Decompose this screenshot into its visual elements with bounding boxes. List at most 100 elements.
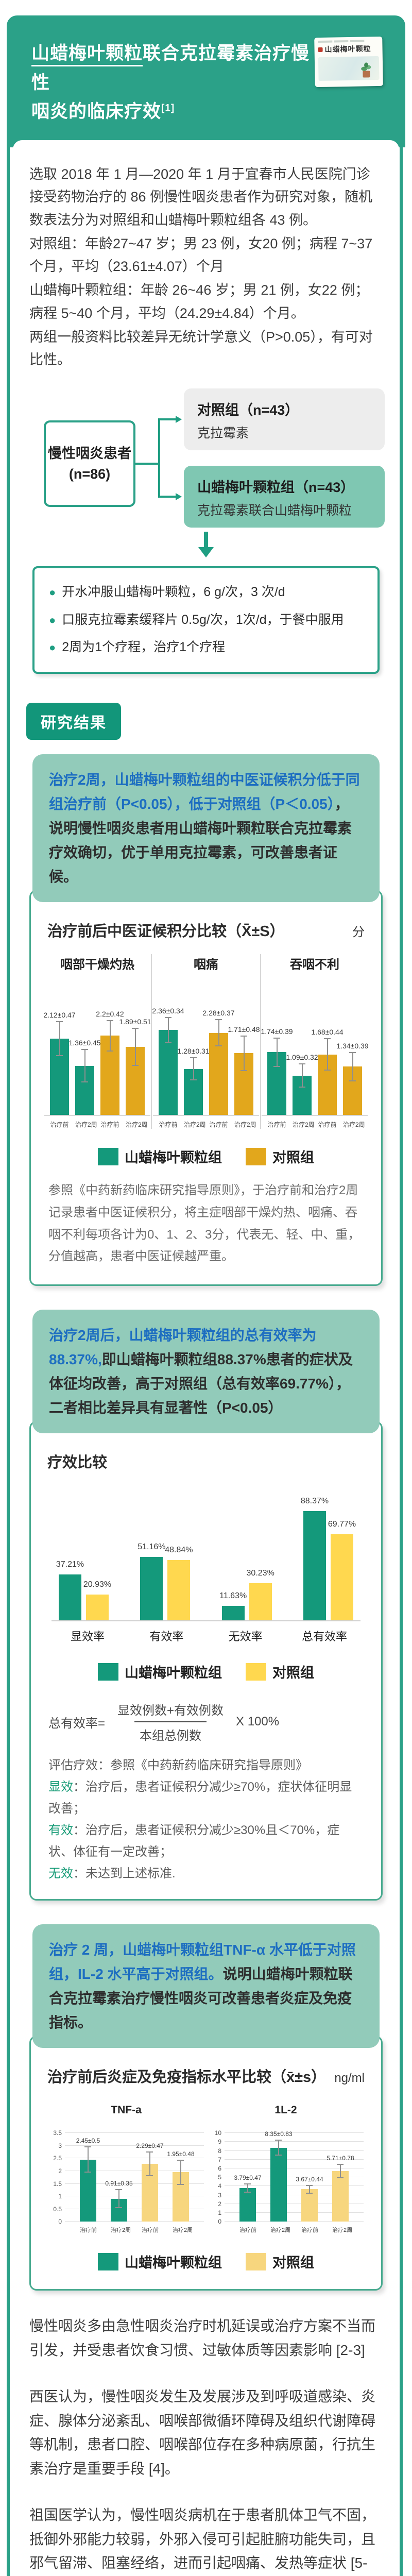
header-banner: 山蜡梅叶颗粒联合克拉霉素治疗慢性 咽炎的临床疗效[1] 山蜡梅叶颗粒 (7, 15, 405, 148)
bar-value-label: 1.36±0.45 (68, 1039, 101, 1047)
bar: 48.84% (165, 1546, 193, 1621)
bar-value-label: 0.91±0.35 (105, 2180, 133, 2188)
bar-value-label: 1.34±0.39 (336, 1042, 369, 1050)
panel-title: 1L-2 (274, 2104, 297, 2116)
bar: 1.09±0.32 (286, 1005, 318, 1115)
chart-category: 37.21% 20.93% (56, 1560, 111, 1621)
result2-statement: 治疗2周后，山蜡梅叶颗粒组的总有效率为88.37%,即山蜡梅叶颗粒组88.37%… (32, 1309, 380, 1434)
bar-value-label: 1.95±0.48 (167, 2150, 195, 2158)
page-title: 山蜡梅叶颗粒联合克拉霉素治疗慢性 咽炎的临床疗效[1] (31, 43, 310, 122)
package-top-decor (318, 40, 379, 43)
down-arrow-icon (29, 532, 383, 561)
content-body: 选取 2018 年 1 月—2020 年 1 月于宜春市人民医院门诊接受药物治疗… (13, 140, 399, 2576)
left-accent-rail (7, 123, 10, 2576)
chart3-unit: ng/ml (334, 2071, 365, 2086)
chart-group: 吞咽不利 1.74±0.39 1.09±0.32 1.68±0.44 1.34±0.39… (260, 954, 369, 1129)
bar: 2.29±0.47 (136, 2130, 164, 2222)
study-intro: 选取 2018 年 1 月—2020 年 1 月于宜春市人民医院门诊接受药物治疗… (29, 163, 383, 371)
legend-swatch-icon (246, 2252, 266, 2270)
title-highlight: 山蜡梅叶颗粒 (31, 43, 143, 66)
legend-swatch-icon (98, 1663, 118, 1681)
right-accent-rail (400, 123, 403, 2576)
bar: 1.74±0.39 (261, 1005, 293, 1115)
protocol-item: ● 开水冲服山蜡梅叶颗粒，6 g/次，3 次/d (49, 585, 285, 600)
chart1-note: 参照《中药新药临床研究指导原则》，于治疗前和治疗2周记录患者中医证候积分，将主症… (48, 1183, 360, 1264)
bar: 2.12±0.47 (43, 1005, 76, 1115)
product-package-image: 山蜡梅叶颗粒 (314, 36, 383, 88)
legend-swatch-icon (98, 1147, 118, 1165)
bar: 3.67±0.44 (296, 2130, 323, 2222)
chart1-legend: 山蜡梅叶颗粒组 对照组 (43, 1146, 369, 1166)
group-title: 咽部干燥灼热 (60, 958, 134, 972)
grouping-flow-diagram: 慢性咽炎患者 (n=86) 对照组（n=43） 克拉霉素 山蜡梅叶颗粒组（n=4… (29, 388, 385, 528)
legend-swatch-icon (98, 2252, 118, 2270)
bar: 2.36±0.34 (152, 1005, 184, 1115)
protocol-item: ● 口服克拉霉素缓释片 0.5g/次，1次/d，于餐中服用 (49, 612, 344, 627)
legend-item: 对照组 (246, 1146, 314, 1166)
bar-value-label: 8.35±0.83 (265, 2130, 293, 2138)
legend-item: 对照组 (246, 1662, 314, 1682)
legend-item: 山蜡梅叶颗粒组 (98, 2251, 222, 2272)
bar-value-label: 1.74±0.39 (261, 1027, 293, 1036)
plant-pot-icon (361, 62, 371, 78)
bar: 1.68±0.44 (311, 1005, 344, 1115)
chart3-legend: 山蜡梅叶颗粒组 对照组 (43, 2251, 369, 2272)
title-ref: [1] (161, 103, 175, 114)
chart-category: 51.16% 48.84% (138, 1543, 193, 1621)
bar: 5.71±0.78 (327, 2130, 354, 2222)
package-name: 山蜡梅叶颗粒 (324, 44, 371, 54)
bar-value-label: 37.21% (56, 1560, 84, 1569)
bar: 0.91±0.35 (105, 2130, 133, 2222)
bar-value-label: 1.71±0.48 (228, 1025, 260, 1033)
treatment-protocol-box: ● 开水冲服山蜡梅叶颗粒，6 g/次，3 次/d ● 口服克拉霉素缓释片 0.5g/… (32, 566, 380, 674)
bar: 1.28±0.31 (177, 1005, 210, 1115)
bar: 1.95±0.48 (167, 2130, 195, 2222)
chart1-unit: 分 (352, 925, 365, 940)
chart3-title: 治疗前后炎症及免疫指标水平比较（x̄±s） (47, 2069, 327, 2086)
chart1-title: 治疗前后中医证候积分比较（X̄±S） (47, 923, 285, 940)
group-title: 咽痛 (194, 958, 218, 972)
bar: 69.77% (328, 1520, 356, 1621)
discussion-paragraph: 慢性咽炎多由急性咽炎治疗时机延误或治疗方案不当而引发，并受患者饮食习惯、过敏体质… (29, 2318, 376, 2358)
protocol-item: ● 2周为1个疗程，治疗1个疗程 (49, 640, 226, 655)
bar-value-label: 1.28±0.31 (177, 1046, 210, 1055)
chart-panel: 1L-2 0 1 2 3 4 5 6 7 8 9 10 3.79±0.47 8.35±0.83 3.67±0… (206, 2104, 366, 2234)
bar: 30.23% (247, 1569, 274, 1621)
bar-value-label: 2.45±0.5 (76, 2137, 100, 2145)
bar-value-label: 30.23% (246, 1568, 274, 1578)
brand-logo-icon (318, 47, 323, 53)
result3-statement: 治疗 2 周，山蜡梅叶颗粒组TNF-α 水平低于对照组，IL-2 水平高于对照组… (32, 1924, 380, 2048)
treatment-group-node: 山蜡梅叶颗粒组（n=43） 克拉霉素联合山蜡梅叶颗粒 (184, 466, 385, 528)
group-title: 吞咽不利 (290, 958, 339, 972)
discussion-paragraph: 西医认为，慢性咽炎发生及发展涉及到呼吸道感染、炎症、腺体分泌紊乱、咽喉部微循环障… (29, 2388, 376, 2477)
legend-item: 对照组 (246, 2251, 314, 2272)
legend-item: 山蜡梅叶颗粒组 (98, 1146, 222, 1166)
intro-paragraph: 山蜡梅叶颗粒组：年龄 26~46 岁；男 21 例，女22 例；病程 5~40 … (29, 282, 369, 321)
bar-value-label: 3.79±0.47 (234, 2174, 262, 2181)
bar-value-label: 2.28±0.37 (202, 1008, 235, 1017)
result1-statement: 治疗2周，山蜡梅叶颗粒组的中医证候积分低于同组治疗前（P<0.05），低于对照组… (32, 754, 380, 903)
efficacy-criteria-notes: 评估疗效：参照《中药新药临床研究指导原则》 显效：治疗后，患者证候积分减少≥70… (48, 1758, 352, 1881)
control-group-node: 对照组（n=43） 克拉霉素 (184, 388, 385, 451)
bullet-icon: ● (49, 613, 56, 626)
result3-chart-card: 治疗前后炎症及免疫指标水平比较（x̄±s） ng/ml TNF-a 0 0.5 1 1.… (29, 2036, 383, 2291)
bar: 2.45±0.5 (76, 2130, 100, 2222)
legend-item: 山蜡梅叶颗粒组 (98, 1662, 222, 1682)
legend-swatch-icon (246, 1663, 266, 1681)
bar-value-label: 11.63% (219, 1591, 247, 1601)
chart-category: 11.63% 30.23% (219, 1569, 274, 1621)
efficacy-bar-chart: 37.21% 20.93% 51.16% 48.84% 11.63% 30.23% 88.3… (52, 1493, 360, 1644)
chart2-title: 疗效比较 (47, 1454, 108, 1471)
bar: 3.79±0.47 (234, 2130, 262, 2222)
flow-connector-arrows (135, 416, 182, 501)
bar: 2.28±0.37 (202, 1005, 235, 1115)
discussion-section: 慢性咽炎多由急性咽炎治疗时机延误或治疗方案不当而引发，并受患者饮食习惯、过敏体质… (29, 2314, 383, 2576)
bar: 1.71±0.48 (228, 1005, 260, 1115)
tcm-score-bar-chart: 咽部干燥灼热 2.12±0.47 1.36±0.45 2.2±0.42 1.89±0.5… (43, 954, 369, 1129)
inflammation-immune-bar-charts: TNF-a 0 0.5 1 1.5 2 2.5 3 3.5 2.45±0.5 0.91±0.35 2.… (46, 2104, 366, 2234)
bar: 11.63% (219, 1591, 247, 1621)
result1-chart-card: 治疗前后中医证候积分比较（X̄±S） 分 咽部干燥灼热 2.12±0.47 1.36… (29, 890, 383, 1286)
bar-value-label: 1.89±0.51 (119, 1018, 151, 1026)
patient-node: 慢性咽炎患者 (n=86) (44, 420, 135, 507)
